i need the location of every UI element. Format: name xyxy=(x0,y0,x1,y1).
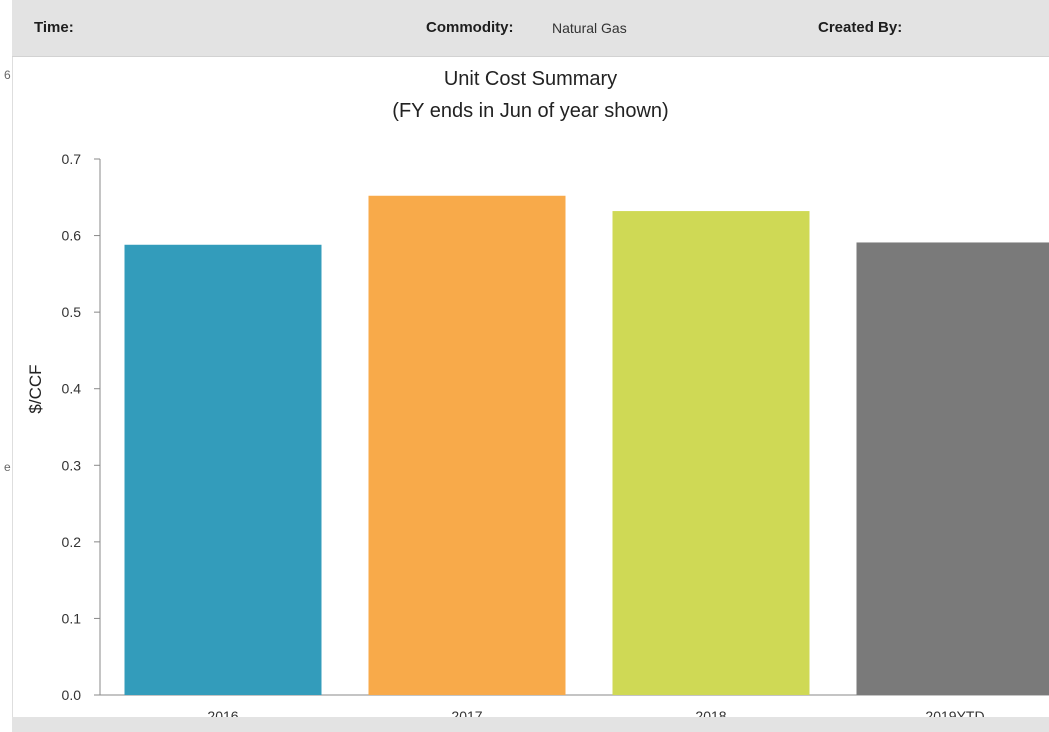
created-by-label: Created By: xyxy=(818,19,903,36)
y-tick-label: 0.4 xyxy=(62,381,82,397)
y-tick-label: 0.3 xyxy=(62,457,82,473)
chart-subtitle: (FY ends in Jun of year shown) xyxy=(392,100,669,122)
left-panel-edge: 6 e xyxy=(0,0,13,732)
report-header-bar: Time: Commodity: Natural Gas Created By: xyxy=(12,0,1049,57)
y-tick-label: 0.6 xyxy=(62,228,82,244)
bar-2018 xyxy=(612,211,810,695)
bar-2017 xyxy=(368,195,566,696)
y-tick-label: 0.5 xyxy=(62,304,82,320)
chart-title: Unit Cost Summary xyxy=(443,68,618,90)
left-panel-fragment: 6 xyxy=(4,68,11,82)
time-label: Time: xyxy=(34,19,74,36)
commodity-value: Natural Gas xyxy=(552,20,627,36)
y-tick-label: 0.1 xyxy=(62,610,82,626)
left-panel-fragment: e xyxy=(4,460,11,474)
y-tick-label: 0.7 xyxy=(62,151,82,167)
bar-2019ytd xyxy=(856,242,1049,695)
bar-2016 xyxy=(124,244,322,695)
commodity-label: Commodity: xyxy=(426,19,514,36)
y-tick-label: 0.2 xyxy=(62,534,82,550)
y-tick-label: 0.0 xyxy=(62,687,82,703)
bottom-bar xyxy=(12,717,1049,732)
